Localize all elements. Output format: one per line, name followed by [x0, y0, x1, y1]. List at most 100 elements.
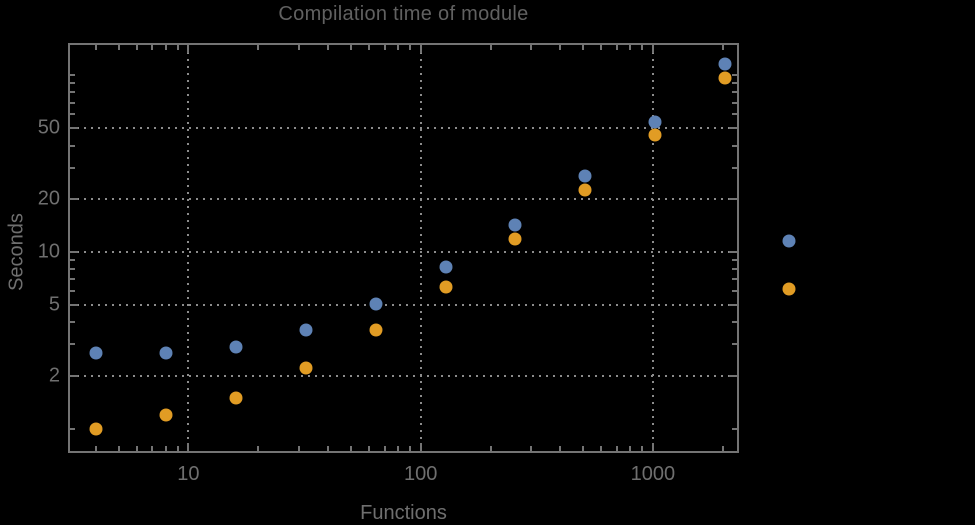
y-gridline: [70, 127, 737, 130]
y-gridline: [70, 197, 737, 200]
data-point-series-2: [508, 232, 522, 246]
data-point-series-2: [299, 361, 313, 375]
x-minor-tick: [600, 446, 603, 451]
x-minor-tick: [383, 45, 386, 50]
y-minor-tick: [732, 343, 737, 346]
y-gridline: [70, 304, 737, 307]
data-point-series-1: [578, 169, 592, 183]
x-minor-tick: [397, 446, 400, 451]
y-minor-tick: [70, 43, 75, 46]
data-point-series-2: [578, 183, 592, 197]
x-minor-tick: [559, 45, 562, 50]
x-minor-tick: [397, 45, 400, 50]
x-minor-tick: [409, 446, 412, 451]
data-point-series-2: [718, 71, 732, 85]
data-point-series-2: [439, 280, 453, 294]
y-minor-tick: [732, 43, 737, 46]
data-point-series-1: [648, 115, 662, 129]
x-minor-tick: [530, 446, 533, 451]
data-point-series-1: [89, 346, 103, 360]
plot-frame: [68, 43, 739, 453]
data-point-series-2: [229, 391, 243, 405]
x-minor-tick: [151, 45, 154, 50]
x-major-tick: [419, 443, 422, 451]
y-minor-tick: [70, 166, 75, 169]
y-major-tick: [70, 374, 78, 377]
x-tick-label: 10: [177, 463, 200, 485]
data-point-series-1: [718, 57, 732, 71]
x-minor-tick: [530, 45, 533, 50]
y-minor-tick: [732, 113, 737, 116]
y-minor-tick: [732, 278, 737, 281]
x-major-tick: [651, 443, 654, 451]
x-minor-tick: [95, 446, 97, 451]
x-minor-tick: [327, 45, 330, 50]
x-minor-tick: [117, 446, 120, 451]
x-minor-tick: [641, 45, 644, 50]
x-minor-tick: [349, 45, 352, 50]
data-point-series-1: [369, 297, 383, 311]
data-point-series-2: [369, 323, 383, 337]
y-major-tick: [70, 304, 78, 307]
x-gridline: [187, 45, 190, 451]
x-minor-tick: [164, 45, 167, 50]
data-point-series-2: [89, 422, 103, 436]
y-minor-tick: [70, 113, 75, 116]
x-minor-tick: [615, 45, 618, 50]
chart-title: Compilation time of module: [278, 3, 529, 25]
x-minor-tick: [95, 45, 97, 50]
x-gridline: [651, 45, 654, 451]
y-minor-tick: [70, 91, 75, 94]
y-gridline: [70, 250, 737, 253]
y-minor-tick: [70, 427, 75, 430]
y-minor-tick: [732, 427, 737, 430]
data-point-series-1: [439, 260, 453, 274]
y-major-tick: [729, 127, 737, 130]
x-minor-tick: [641, 446, 644, 451]
y-minor-tick: [732, 144, 737, 147]
x-minor-tick: [368, 446, 371, 451]
y-minor-tick: [70, 343, 75, 346]
y-minor-tick: [732, 82, 737, 85]
data-point-series-1: [229, 340, 243, 354]
y-minor-tick: [70, 268, 75, 271]
y-major-tick: [70, 197, 78, 200]
x-minor-tick: [298, 446, 301, 451]
x-minor-tick: [409, 45, 412, 50]
x-minor-tick: [135, 446, 138, 451]
y-major-tick: [729, 304, 737, 307]
x-minor-tick: [600, 45, 603, 50]
x-minor-tick: [117, 45, 120, 50]
x-major-tick: [187, 443, 190, 451]
x-minor-tick: [615, 446, 618, 451]
y-major-tick: [729, 250, 737, 253]
x-minor-tick: [298, 45, 301, 50]
y-minor-tick: [732, 259, 737, 262]
y-minor-tick: [732, 290, 737, 293]
y-major-tick: [729, 197, 737, 200]
x-axis-label: Functions: [360, 502, 447, 524]
x-minor-tick: [559, 446, 562, 451]
y-tick-label: 10: [37, 240, 60, 263]
x-major-tick: [419, 45, 422, 53]
x-minor-tick: [581, 446, 584, 451]
legend-marker-2: [782, 282, 796, 296]
x-minor-tick: [257, 446, 260, 451]
data-point-series-1: [159, 346, 173, 360]
x-minor-tick: [327, 446, 330, 451]
y-major-tick: [70, 127, 78, 130]
data-point-series-2: [159, 408, 173, 422]
y-tick-label: 5: [48, 293, 60, 316]
data-point-series-1: [299, 323, 313, 337]
y-tick-label: 20: [37, 187, 60, 210]
y-minor-tick: [70, 74, 75, 77]
y-minor-tick: [732, 321, 737, 324]
data-point-series-2: [648, 128, 662, 142]
x-minor-tick: [489, 45, 492, 50]
x-tick-label: 100: [403, 463, 438, 485]
y-minor-tick: [732, 91, 737, 94]
y-major-tick: [70, 250, 78, 253]
x-minor-tick: [629, 45, 632, 50]
y-minor-tick: [732, 268, 737, 271]
